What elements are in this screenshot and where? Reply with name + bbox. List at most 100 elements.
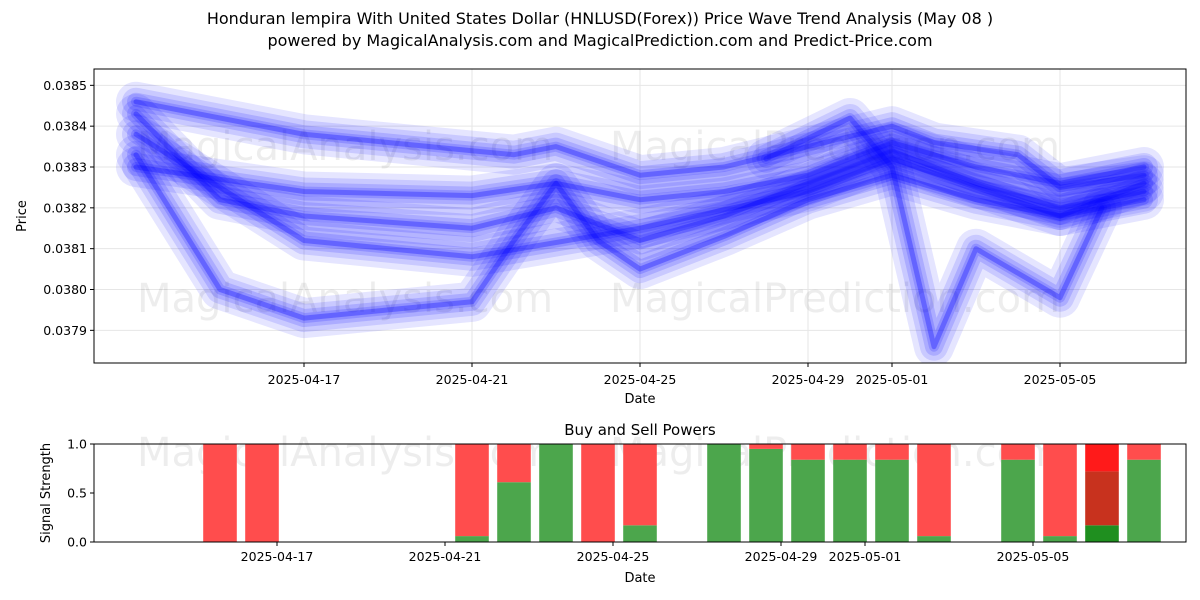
y-tick-label: 0.0 bbox=[67, 535, 87, 550]
wave-series-line bbox=[122, 87, 1158, 202]
sell-power-bar bbox=[875, 444, 909, 460]
wave-series-line bbox=[116, 134, 1164, 339]
y-tick-label: 0.0382 bbox=[43, 200, 87, 215]
buy-power-bar bbox=[749, 448, 783, 542]
x-tick-label: 2025-04-25 bbox=[577, 549, 650, 564]
buy-power-bar bbox=[623, 525, 657, 542]
x-tick-label: 2025-04-17 bbox=[268, 372, 341, 387]
price-grid bbox=[94, 69, 1186, 363]
powers-title: Buy and Sell Powers bbox=[564, 421, 716, 439]
powers-x-label: Date bbox=[624, 571, 655, 586]
buy-power-bar bbox=[497, 482, 531, 542]
buy-power-bar bbox=[875, 459, 909, 542]
price-y-axis: 0.0379 0.0380 0.0381 0.0382 0.0383 0.0384 0.03… bbox=[43, 78, 94, 338]
sell-power-bar bbox=[833, 444, 867, 460]
wave-series-line bbox=[122, 128, 1158, 214]
wave-series-line bbox=[133, 152, 1147, 321]
buy-power-bar bbox=[1043, 536, 1077, 542]
x-tick-label: 2025-05-05 bbox=[997, 549, 1070, 564]
wave-series-line bbox=[746, 98, 1122, 363]
x-tick-label: 2025-04-29 bbox=[745, 549, 818, 564]
wave-series-line bbox=[127, 92, 1153, 197]
sell-power-bar bbox=[791, 444, 825, 460]
y-tick-label: 0.0381 bbox=[43, 241, 87, 256]
wave-series-line bbox=[116, 122, 1164, 220]
watermark-text: MagicalPrediction.com bbox=[610, 124, 1060, 170]
sell-power-bar bbox=[1001, 444, 1035, 460]
y-tick-label: 0.5 bbox=[67, 486, 87, 501]
sell-power-bar bbox=[581, 444, 615, 542]
mixed-power-bar bbox=[1085, 471, 1119, 526]
x-tick-label: 2025-04-21 bbox=[409, 549, 482, 564]
chart-title: Honduran lempira With United States Doll… bbox=[206, 9, 994, 28]
wave-series-line bbox=[131, 129, 1149, 262]
buy-power-bar bbox=[707, 444, 741, 542]
y-tick-label: 1.0 bbox=[67, 437, 87, 452]
price-y-label: Price bbox=[15, 200, 30, 232]
x-tick-label: 2025-04-17 bbox=[241, 549, 314, 564]
y-tick-label: 0.0383 bbox=[43, 160, 87, 175]
wave-series-line bbox=[116, 114, 1164, 277]
sell-power-bar bbox=[1127, 444, 1161, 460]
powers-y-axis: 0.0 0.5 1.0 bbox=[67, 437, 94, 550]
sell-power-bar bbox=[203, 444, 237, 542]
wave-series-line bbox=[763, 115, 1105, 350]
x-tick-label: 2025-05-05 bbox=[1024, 372, 1097, 387]
wave-series-line bbox=[127, 145, 1153, 328]
buy-power-bar bbox=[917, 536, 951, 542]
wave-series-line bbox=[131, 96, 1149, 193]
x-tick-label: 2025-04-25 bbox=[604, 372, 677, 387]
powers-bars bbox=[203, 444, 1161, 542]
wave-series-line bbox=[122, 120, 1158, 271]
wave-series-line bbox=[133, 99, 1147, 190]
powers-x-axis: 2025-04-17 2025-04-21 2025-04-25 2025-04-29… bbox=[241, 542, 1070, 564]
buy-power-bar bbox=[539, 444, 573, 542]
wave-series-line bbox=[131, 149, 1149, 324]
wave-series-line bbox=[131, 137, 1149, 205]
wave-series-line bbox=[133, 131, 1147, 260]
wave-series-line bbox=[761, 113, 1107, 352]
wave-series-line bbox=[752, 104, 1116, 361]
wave-series-line bbox=[127, 133, 1153, 209]
buy-power-bar bbox=[833, 459, 867, 542]
buy-power-bar bbox=[1085, 525, 1119, 542]
price-x-label: Date bbox=[624, 392, 655, 407]
sell-power-bar bbox=[1085, 444, 1119, 472]
buy-power-bar bbox=[1127, 459, 1161, 542]
wave-series-line bbox=[116, 93, 1164, 261]
wave-series-line bbox=[133, 111, 1147, 243]
watermark-text: MagicalAnalysis.com bbox=[137, 276, 553, 322]
watermark-text: MagicalAnalysis.com bbox=[137, 124, 553, 170]
y-tick-label: 0.0380 bbox=[43, 282, 87, 297]
x-tick-label: 2025-05-01 bbox=[856, 372, 929, 387]
price-waves bbox=[116, 81, 1164, 363]
sell-power-bar bbox=[455, 444, 489, 537]
sell-power-bar bbox=[917, 444, 951, 537]
wave-series-line bbox=[116, 81, 1164, 208]
wave-series-line bbox=[122, 140, 1158, 333]
chart-subtitle: powered by MagicalAnalysis.com and Magic… bbox=[267, 31, 933, 50]
watermark-text: MagicalPrediction.com bbox=[610, 276, 1060, 322]
x-tick-label: 2025-04-29 bbox=[772, 372, 845, 387]
price-watermarks: MagicalAnalysis.com MagicalPrediction.co… bbox=[137, 124, 1060, 322]
buy-power-bar bbox=[1001, 459, 1035, 542]
x-tick-label: 2025-04-21 bbox=[436, 372, 509, 387]
powers-y-label: Signal Strength bbox=[39, 443, 54, 543]
x-tick-label: 2025-05-01 bbox=[829, 549, 902, 564]
sell-power-bar bbox=[623, 444, 657, 526]
y-tick-label: 0.0384 bbox=[43, 119, 87, 134]
buy-power-bar bbox=[455, 536, 489, 542]
buy-power-bar bbox=[791, 459, 825, 542]
y-tick-label: 0.0385 bbox=[43, 78, 87, 93]
wave-series-line bbox=[131, 108, 1149, 246]
sell-power-bar bbox=[749, 444, 783, 449]
wave-series-line bbox=[757, 109, 1111, 356]
wave-series-line bbox=[133, 140, 1147, 203]
price-x-axis: 2025-04-17 2025-04-21 2025-04-25 2025-04-29… bbox=[268, 363, 1097, 387]
watermark-text: MagicalAnalysis.com bbox=[137, 430, 553, 476]
sell-power-bar bbox=[245, 444, 279, 542]
sell-power-bar bbox=[497, 444, 531, 483]
wave-series-line bbox=[122, 99, 1158, 255]
wave-series-line bbox=[127, 125, 1153, 266]
